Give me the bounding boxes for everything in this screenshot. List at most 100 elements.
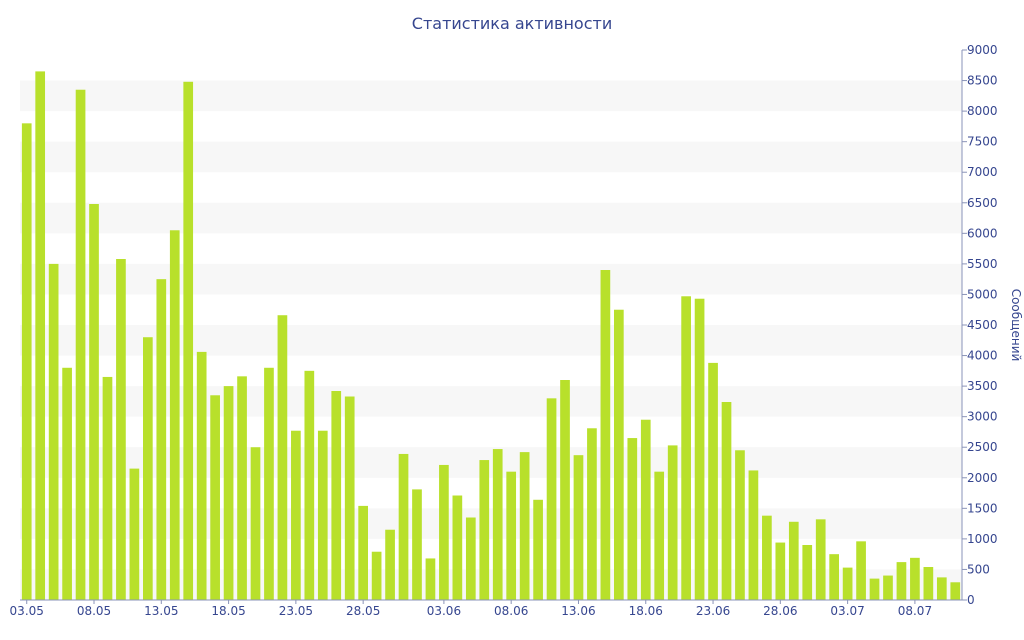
bar-01.07[interactable]	[815, 519, 826, 600]
bar-10.05[interactable]	[116, 259, 126, 600]
y-tick-label: 3500	[967, 379, 998, 393]
bar-25.06[interactable]	[735, 450, 745, 600]
bar-24.06[interactable]	[721, 402, 732, 600]
bar-29.06[interactable]	[788, 521, 799, 600]
bar-20.05[interactable]	[250, 447, 261, 600]
x-tick-label: 03.05	[10, 604, 44, 618]
bar-19.06[interactable]	[654, 471, 665, 600]
bar-27.05[interactable]	[344, 396, 355, 601]
y-tick-label: 9000	[967, 43, 998, 57]
bar-13.06[interactable]	[573, 455, 584, 600]
y-tick-label: 5000	[967, 287, 998, 301]
bar-16.06[interactable]	[614, 309, 624, 600]
bar-03.06[interactable]	[439, 464, 449, 600]
x-tick-label: 03.07	[830, 604, 864, 618]
bar-07.05[interactable]	[75, 89, 86, 600]
y-tick-label: 8000	[967, 104, 998, 118]
y-tick-label: 3000	[967, 410, 998, 424]
y-tick-label: 2500	[967, 440, 998, 454]
bar-25.05[interactable]	[317, 430, 328, 600]
bar-15.05[interactable]	[183, 81, 194, 600]
bar-04.06[interactable]	[452, 495, 463, 601]
bar-29.05[interactable]	[371, 551, 382, 600]
y-tick-label: 5500	[967, 257, 998, 271]
y-tick-label: 6000	[967, 226, 998, 240]
bar-28.05[interactable]	[358, 505, 368, 600]
bar-07.07[interactable]	[896, 562, 907, 600]
bar-08.07[interactable]	[910, 557, 920, 600]
y-tick-label: 500	[967, 562, 990, 576]
x-tick-label: 23.06	[696, 604, 730, 618]
bar-03.05[interactable]	[21, 123, 32, 600]
y-tick-label: 8500	[967, 74, 998, 88]
bar-22.05[interactable]	[277, 315, 288, 600]
bar-24.05[interactable]	[304, 370, 315, 600]
bar-02.07[interactable]	[829, 554, 839, 600]
bar-19.05[interactable]	[237, 376, 247, 600]
x-tick-label: 18.06	[629, 604, 663, 618]
x-tick-label: 03.06	[427, 604, 461, 618]
bar-23.05[interactable]	[291, 430, 301, 600]
bar-22.06[interactable]	[694, 298, 705, 600]
x-tick-label: 08.05	[77, 604, 111, 618]
bar-17.06[interactable]	[627, 438, 638, 600]
bar-06.07[interactable]	[883, 575, 893, 600]
x-tick-label: 28.05	[346, 604, 380, 618]
bar-14.06[interactable]	[587, 428, 597, 600]
bar-10.07[interactable]	[936, 577, 947, 600]
bar-08.05[interactable]	[89, 204, 99, 600]
bar-06.06[interactable]	[479, 460, 490, 600]
y-tick-label: 2000	[967, 471, 998, 485]
bar-18.06[interactable]	[640, 419, 651, 600]
bar-12.06[interactable]	[560, 380, 570, 600]
bar-14.05[interactable]	[169, 230, 180, 600]
bar-23.06[interactable]	[708, 362, 718, 600]
bar-09.07[interactable]	[923, 567, 934, 600]
bar-21.05[interactable]	[264, 367, 274, 600]
bar-15.06[interactable]	[600, 270, 611, 600]
bar-05.07[interactable]	[869, 578, 880, 600]
bar-05.06[interactable]	[465, 517, 476, 601]
bar-17.05[interactable]	[210, 395, 220, 600]
bar-27.06[interactable]	[762, 515, 772, 600]
bar-03.07[interactable]	[842, 567, 853, 600]
bar-20.06[interactable]	[667, 445, 678, 600]
bar-26.06[interactable]	[748, 470, 759, 600]
bar-11.07[interactable]	[950, 582, 961, 600]
bar-11.06[interactable]	[546, 398, 557, 600]
x-tick-label: 28.06	[763, 604, 797, 618]
bar-06.05[interactable]	[62, 367, 72, 600]
bar-09.05[interactable]	[102, 376, 113, 600]
bar-02.06[interactable]	[425, 558, 436, 600]
bar-01.06[interactable]	[412, 489, 422, 600]
y-tick-label: 6500	[967, 196, 998, 210]
x-tick-label: 08.07	[898, 604, 932, 618]
bar-28.06[interactable]	[775, 542, 786, 600]
y-tick-label: 4000	[967, 349, 998, 363]
bar-11.05[interactable]	[129, 468, 140, 600]
bar-05.05[interactable]	[48, 263, 59, 600]
bar-30.05[interactable]	[385, 529, 395, 600]
y-tick-label: 1000	[967, 532, 998, 546]
bar-18.05[interactable]	[223, 386, 234, 600]
x-tick-label: 08.06	[494, 604, 528, 618]
bar-04.05[interactable]	[35, 71, 46, 600]
bar-30.06[interactable]	[802, 545, 813, 600]
y-axis-title: Сообщений	[1009, 289, 1023, 362]
grid-band	[20, 202, 962, 234]
bar-07.06[interactable]	[492, 449, 503, 600]
bar-09.06[interactable]	[519, 452, 530, 600]
bar-31.05[interactable]	[398, 453, 409, 600]
bar-12.05[interactable]	[143, 337, 153, 600]
bar-04.07[interactable]	[856, 541, 866, 600]
bar-08.06[interactable]	[506, 471, 517, 600]
bar-13.05[interactable]	[156, 279, 167, 600]
axes: 0 500 1000 1500 2000 2500 3000 3500 4000 4500 5000…	[10, 43, 998, 618]
bar-26.05[interactable]	[331, 391, 342, 600]
x-tick-label: 13.05	[144, 604, 178, 618]
bar-10.06[interactable]	[533, 499, 543, 600]
bar-16.05[interactable]	[196, 351, 207, 600]
bars	[21, 71, 961, 601]
bar-21.06[interactable]	[681, 296, 691, 600]
